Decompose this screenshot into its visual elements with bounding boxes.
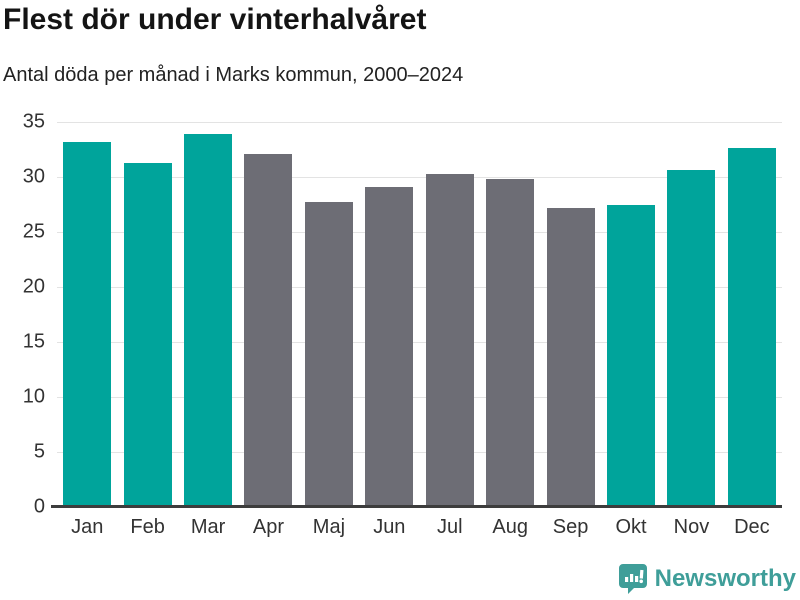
bar-feb [123, 162, 172, 507]
y-axis-labels: 0 5 10 15 20 25 30 35 [0, 111, 46, 518]
bar-aug [486, 179, 535, 507]
x-tick-label-jan: Jan [71, 516, 104, 538]
bar-slot-feb [117, 122, 177, 507]
x-tick-label-feb: Feb [130, 516, 165, 538]
y-tick-label-20: 20 [22, 275, 45, 298]
y-tick-label-25: 25 [22, 220, 45, 243]
bar-dec [727, 148, 776, 507]
bar-jun [365, 186, 414, 507]
gridline-30 [57, 177, 782, 178]
gridline-25 [57, 232, 782, 233]
x-tick-label-apr: Apr [252, 516, 285, 538]
x-axis-labels: Jan Feb Mar Apr Maj Jun Jul Aug Sep Okt Nov Dec [57, 516, 782, 539]
bar-slot-nov [661, 122, 721, 507]
bar-maj [304, 202, 353, 507]
x-tick-label-okt: Okt [615, 516, 647, 538]
bar-slot-jan [57, 122, 117, 507]
gridline-5 [57, 452, 782, 453]
bar-series [57, 122, 782, 507]
bar-slot-sep [540, 122, 600, 507]
gridline-15 [57, 342, 782, 343]
x-tick-label-mar: Mar [190, 516, 226, 538]
bar-sep [546, 207, 595, 507]
chart-title: Flest dör under vinterhalvåret [3, 3, 427, 36]
y-tick-label-30: 30 [22, 165, 45, 188]
newsworthy-logo-icon [618, 564, 647, 594]
y-tick-label-5: 5 [33, 440, 45, 463]
x-tick-label-sep: Sep [552, 516, 589, 538]
gridline-10 [57, 397, 782, 398]
x-tick-label-aug: Aug [492, 516, 528, 538]
bar-slot-apr [238, 122, 298, 507]
bar-slot-okt [601, 122, 661, 507]
gridline-35 [57, 122, 782, 123]
bar-slot-mar [178, 122, 238, 507]
y-tick-label-10: 10 [22, 385, 45, 408]
y-tick-label-35: 35 [22, 110, 45, 133]
bar-nov [667, 170, 716, 507]
bar-slot-aug [480, 122, 540, 507]
gridline-20 [57, 287, 782, 288]
x-tick-label-maj: Maj [312, 516, 346, 538]
newsworthy-brand-link[interactable]: Newsworthy [618, 563, 796, 595]
y-tick-label-0: 0 [33, 495, 45, 518]
x-tick-label-dec: Dec [734, 516, 770, 538]
bar-jul [425, 173, 474, 507]
bar-okt [607, 204, 655, 507]
bar-mar [184, 134, 233, 507]
bar-slot-maj [299, 122, 359, 507]
chart-subtitle: Antal döda per månad i Marks kommun, 200… [3, 64, 464, 86]
brand-name: Newsworthy [654, 565, 796, 592]
plot-area [51, 122, 782, 508]
x-tick-label-jul: Jul [436, 516, 463, 538]
x-tick-label-nov: Nov [673, 516, 710, 538]
bar-slot-dec [722, 122, 782, 507]
bar-jan [63, 141, 112, 507]
x-tick-label-jun: Jun [373, 516, 406, 538]
x-axis-line [51, 505, 782, 508]
bar-slot-jul [420, 122, 480, 507]
bar-apr [244, 153, 293, 507]
bar-slot-jun [359, 122, 419, 507]
y-tick-label-15: 15 [22, 330, 45, 353]
